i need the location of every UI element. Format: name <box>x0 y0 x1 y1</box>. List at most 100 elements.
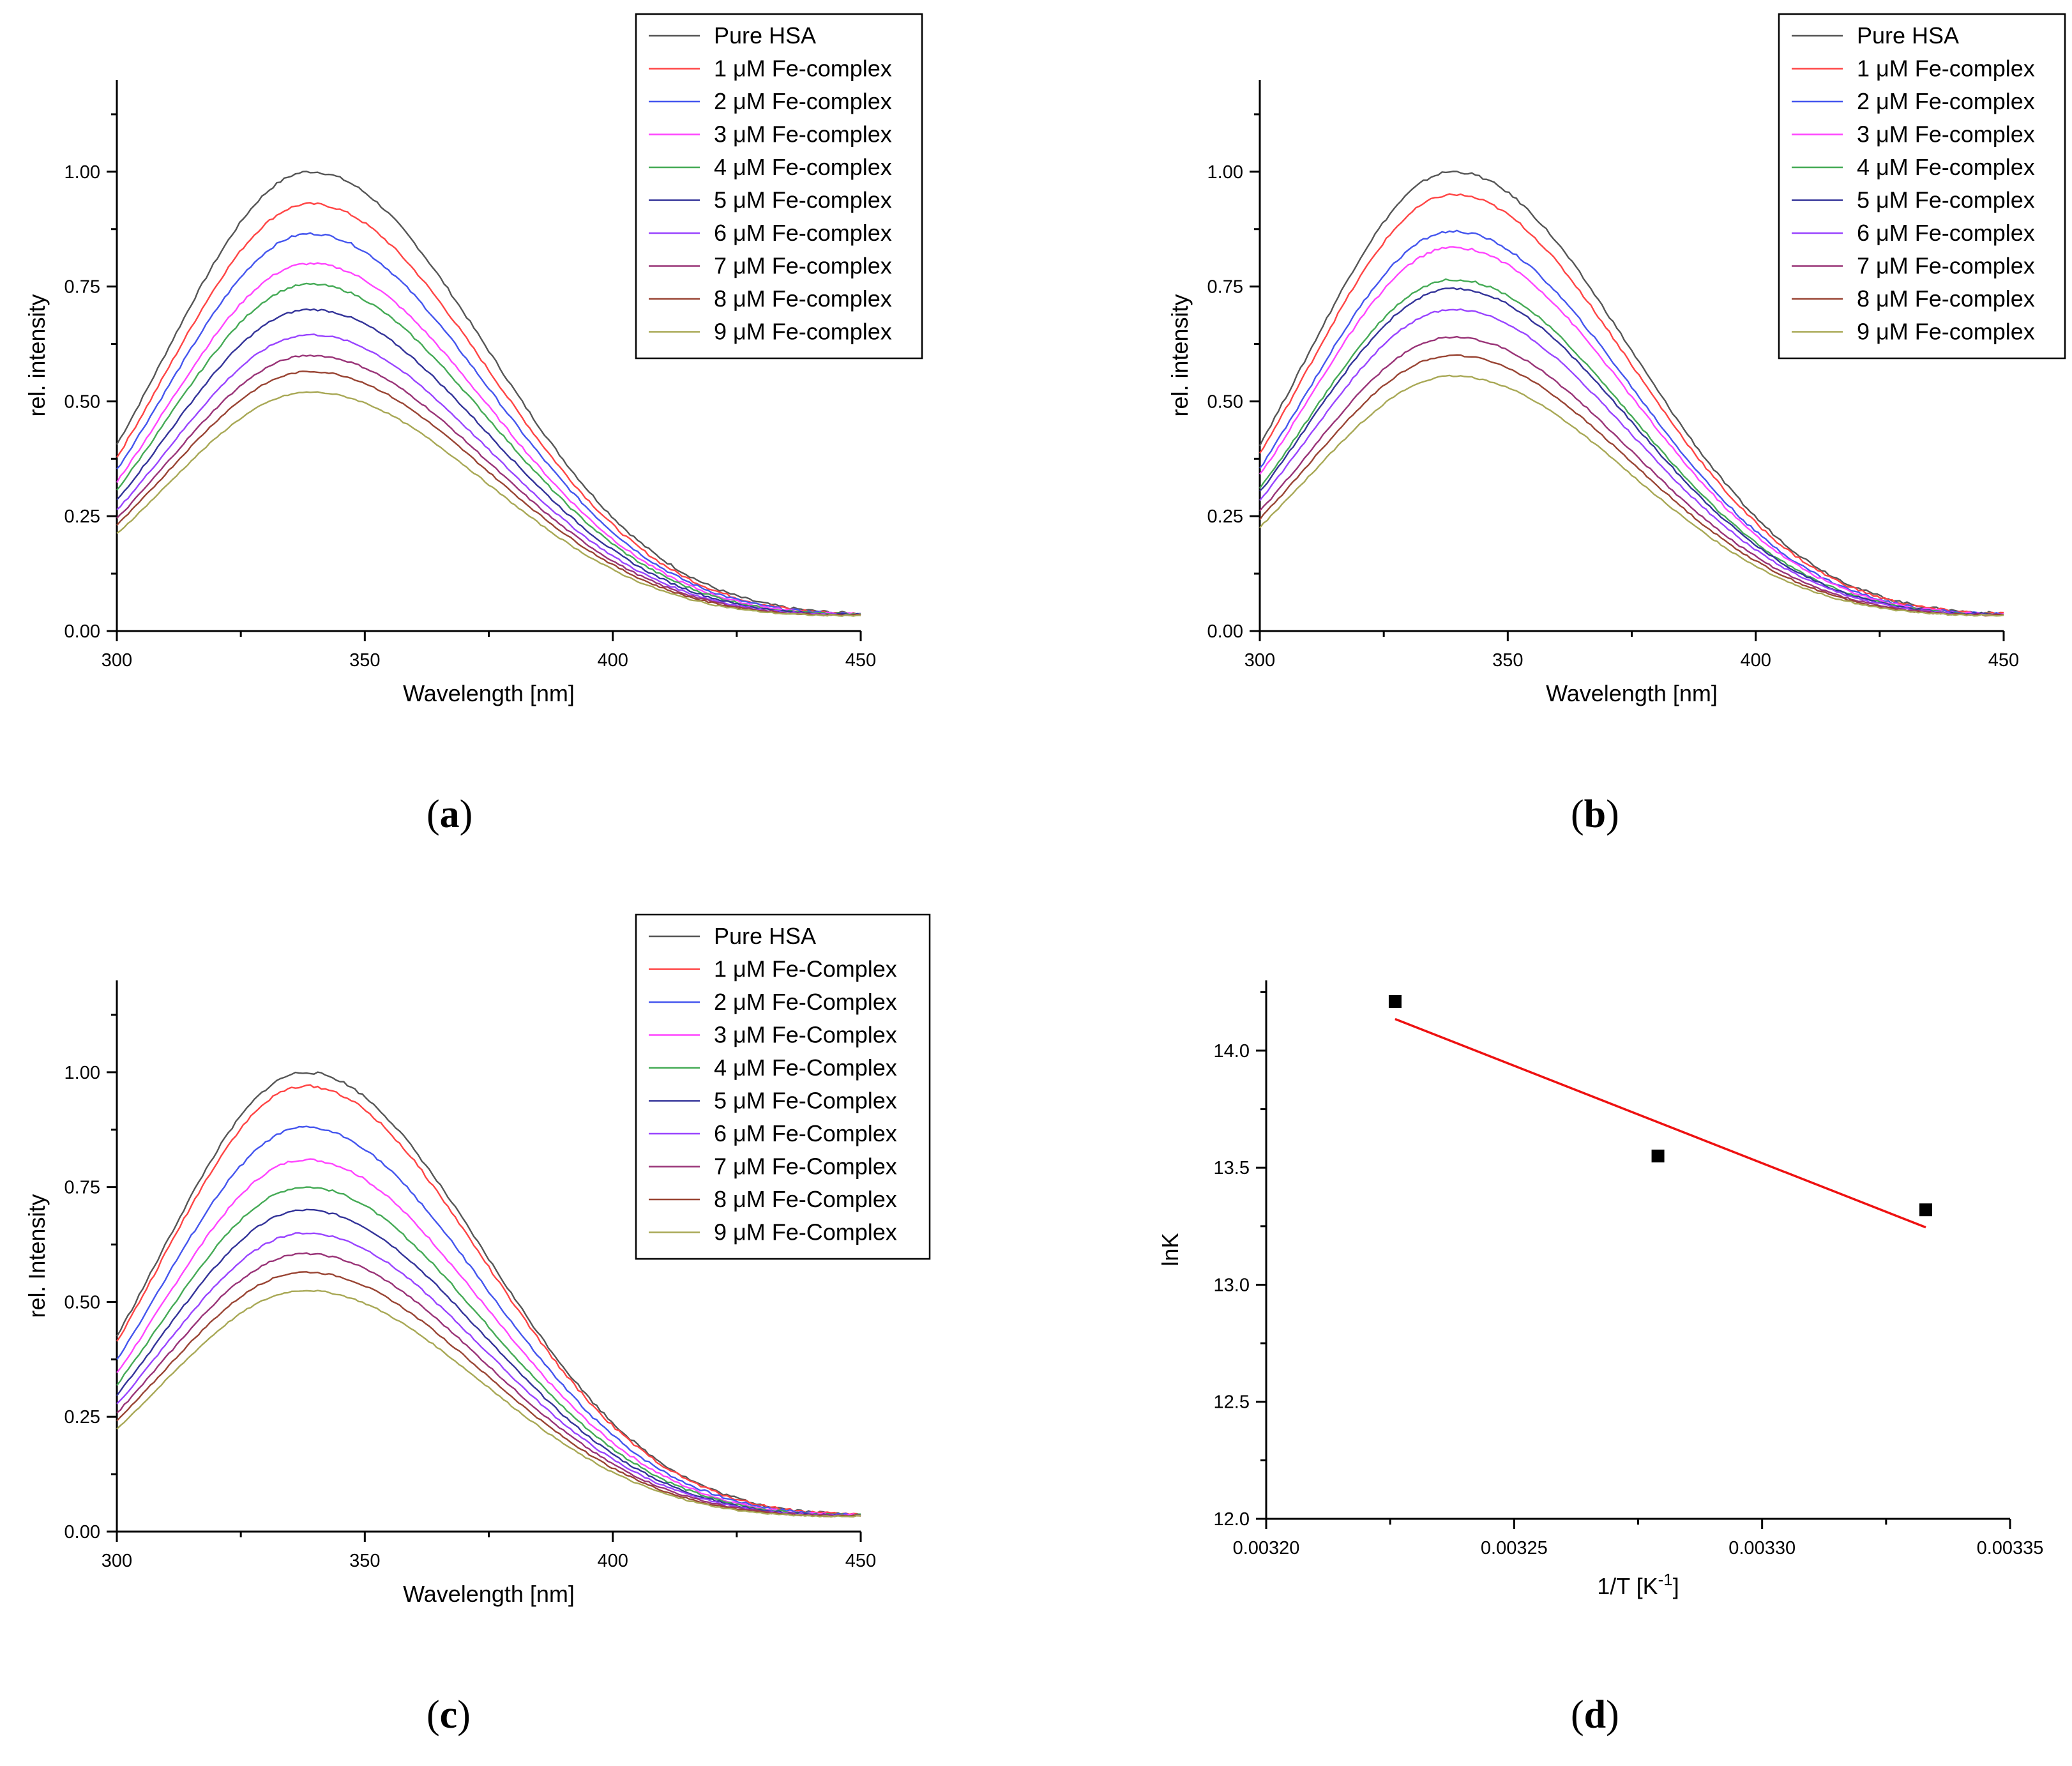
x-tick-label: 350 <box>1492 650 1523 671</box>
y-tick-label: 0.00 <box>64 621 100 642</box>
x-tick-label: 0.00320 <box>1233 1538 1300 1558</box>
legend-label-6: 6 μM Fe-complex <box>1857 220 2035 246</box>
legend-label-0: Pure HSA <box>714 22 816 49</box>
legend-label-1: 1 μM Fe-complex <box>1857 56 2035 82</box>
series-line-8 <box>1259 354 2004 617</box>
legend-label-4: 4 μM Fe-Complex <box>714 1054 897 1081</box>
series-line-9 <box>116 391 861 617</box>
series-line-2 <box>116 232 861 616</box>
legend-label-7: 7 μM Fe-complex <box>714 253 892 279</box>
series-line-7 <box>116 1252 861 1518</box>
y-tick-label: 0.75 <box>64 277 100 298</box>
legend <box>635 913 931 1260</box>
legend-label-2: 2 μM Fe-Complex <box>714 989 897 1015</box>
x-tick-label: 350 <box>349 650 380 671</box>
y-axis-title: rel. intensity <box>24 294 50 416</box>
legend-label-7: 7 μM Fe-complex <box>1857 253 2035 279</box>
x-tick-label: 450 <box>845 650 876 671</box>
y-tick-label: 1.00 <box>1207 162 1243 183</box>
spectrum-chart-c: 300 350 400 450 0.00 0.25 0.50 0.75 1.00 Waveleng… <box>24 913 931 1607</box>
caption-a: (a) <box>427 793 473 836</box>
legend-label-4: 4 μM Fe-complex <box>714 154 892 180</box>
x-tick-label: 300 <box>1244 650 1275 671</box>
legend-label-1: 1 μM Fe-Complex <box>714 956 897 982</box>
x-tick-label: 400 <box>597 650 628 671</box>
legend <box>635 13 923 360</box>
y-tick-label: 0.50 <box>64 392 100 412</box>
series-line-8 <box>116 370 861 617</box>
series-line-4 <box>116 282 861 616</box>
y-tick-label: 0.25 <box>64 506 100 527</box>
x-tick-label: 450 <box>1988 650 2019 671</box>
legend-label-6: 6 μM Fe-Complex <box>714 1120 897 1146</box>
series-line-6 <box>116 333 861 617</box>
y-tick-label: 0.25 <box>64 1407 100 1427</box>
y-axis-title: rel. Intensity <box>24 1194 50 1318</box>
panel-a: 300 350 400 450 0.00 0.25 0.50 0.75 1.00 Waveleng… <box>0 0 1143 786</box>
legend-label-5: 5 μM Fe-complex <box>714 187 892 213</box>
y-axis-title: lnK <box>1157 1233 1183 1266</box>
series-line-7 <box>1259 335 2004 616</box>
y-tick-label: 13.0 <box>1214 1275 1250 1295</box>
y-tick-label: 12.0 <box>1214 1509 1250 1530</box>
y-tick-label: 1.00 <box>64 1063 100 1083</box>
x-axis-title: Wavelength [nm] <box>403 1581 575 1607</box>
series-line-9 <box>116 1290 861 1518</box>
y-tick-label: 0.25 <box>1207 506 1243 527</box>
y-tick-label: 12.5 <box>1214 1392 1250 1413</box>
legend-label-8: 8 μM Fe-complex <box>714 285 892 312</box>
legend-label-5: 5 μM Fe-complex <box>1857 187 2035 213</box>
legend-label-4: 4 μM Fe-complex <box>1857 154 2035 180</box>
series-line-0 <box>116 171 861 615</box>
legend-label-7: 7 μM Fe-Complex <box>714 1153 897 1180</box>
legend-label-9: 9 μM Fe-complex <box>1857 319 2035 345</box>
series-line-1 <box>116 1084 861 1516</box>
series-line-3 <box>1259 246 2004 616</box>
x-tick-label: 0.00335 <box>1977 1538 2044 1558</box>
legend-label-2: 2 μM Fe-complex <box>714 88 892 114</box>
fit-line <box>1395 1017 1926 1229</box>
data-point-0 <box>1388 994 1402 1008</box>
legend <box>1778 13 2066 360</box>
y-axis-title: rel. intensity <box>1167 294 1193 416</box>
panel-d: 0.00320 0.00325 0.00330 0.00335 12.0 12.5 13.0… <box>1143 901 2072 1686</box>
y-tick-label: 1.00 <box>64 162 100 183</box>
x-tick-label: 0.00325 <box>1481 1538 1548 1558</box>
legend-label-6: 6 μM Fe-complex <box>714 220 892 246</box>
arrhenius-chart-d: 0.00320 0.00325 0.00330 0.00335 12.0 12.5 13.0… <box>1157 980 2044 1599</box>
legend-label-0: Pure HSA <box>714 923 816 949</box>
series-line-3 <box>116 1158 861 1517</box>
series-line-0 <box>116 1071 861 1516</box>
legend-label-8: 8 μM Fe-complex <box>1857 285 2035 312</box>
x-tick-label: 350 <box>349 1551 380 1571</box>
series-line-6 <box>1259 308 2004 616</box>
x-tick-label: 450 <box>845 1551 876 1571</box>
caption-c: (c) <box>427 1693 471 1737</box>
caption-d: (d) <box>1571 1693 1619 1737</box>
y-tick-label: 0.00 <box>64 1522 100 1542</box>
spectrum-chart-b: 300 350 400 450 0.00 0.25 0.50 0.75 1.00 Waveleng… <box>1167 13 2066 706</box>
series-line-6 <box>116 1232 861 1518</box>
x-tick-label: 300 <box>102 650 132 671</box>
x-axis-title: Wavelength [nm] <box>403 680 575 706</box>
series-line-3 <box>116 262 861 616</box>
x-axis-title: 1/T [K-1] <box>1597 1570 1679 1599</box>
x-axis-title: Wavelength [nm] <box>1546 680 1718 706</box>
x-tick-label: 400 <box>1740 650 1771 671</box>
panel-c: 300 350 400 450 0.00 0.25 0.50 0.75 1.00 Waveleng… <box>0 901 1143 1686</box>
panel-b: 300 350 400 450 0.00 0.25 0.50 0.75 1.00 Waveleng… <box>1143 0 2072 786</box>
legend-label-3: 3 μM Fe-complex <box>714 121 892 148</box>
series-line-4 <box>116 1186 861 1518</box>
series-line-9 <box>1259 374 2004 617</box>
data-point-1 <box>1651 1149 1665 1162</box>
series-line-1 <box>1259 193 2004 615</box>
spectrum-chart-a: 300 350 400 450 0.00 0.25 0.50 0.75 1.00 Waveleng… <box>24 13 923 706</box>
legend-label-1: 1 μM Fe-complex <box>714 56 892 82</box>
series-line-8 <box>116 1271 861 1518</box>
y-tick-label: 0.75 <box>64 1178 100 1198</box>
legend-label-9: 9 μM Fe-Complex <box>714 1219 897 1245</box>
y-tick-label: 0.50 <box>1207 392 1243 412</box>
y-tick-label: 0.00 <box>1207 621 1243 642</box>
y-tick-label: 13.5 <box>1214 1158 1250 1178</box>
data-point-2 <box>1919 1203 1932 1217</box>
